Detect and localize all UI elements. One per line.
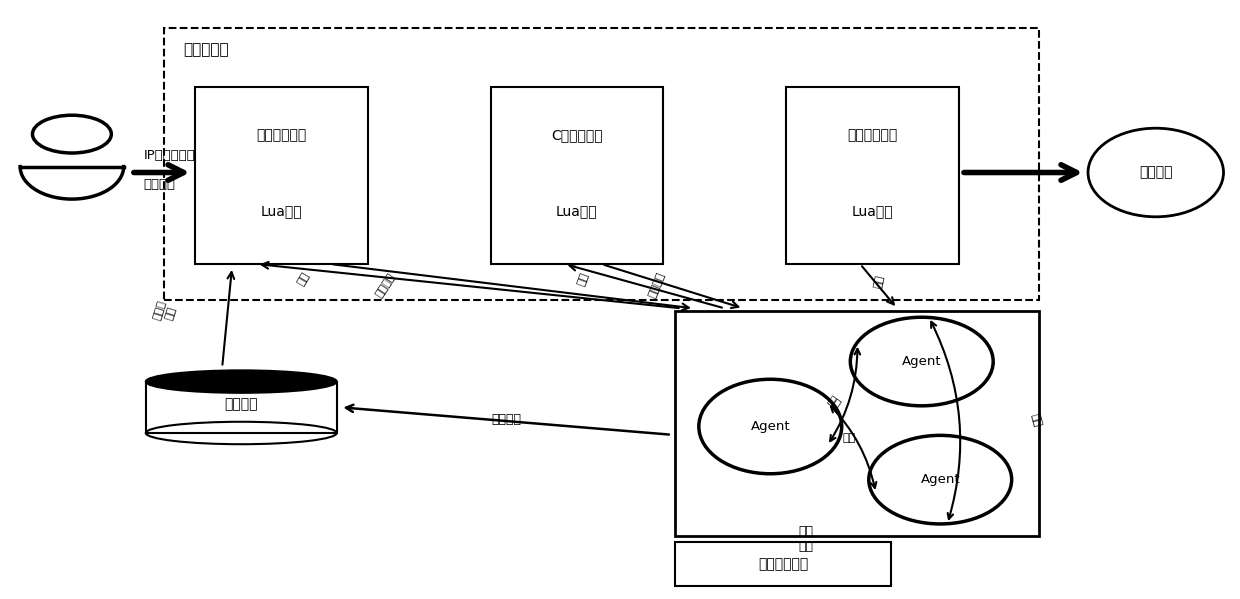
Text: 日志: 日志 <box>296 271 311 287</box>
Text: 执行规则: 执行规则 <box>374 271 397 298</box>
Text: C端服务网关: C端服务网关 <box>551 128 603 142</box>
Text: 请求参数: 请求参数 <box>144 178 175 191</box>
Text: Agent: Agent <box>920 473 960 486</box>
Text: 执行规则: 执行规则 <box>647 271 667 299</box>
FancyBboxPatch shape <box>146 382 337 433</box>
Text: Lua逻辑: Lua逻辑 <box>260 204 303 218</box>
Text: 执行行
规则: 执行行 规则 <box>151 299 179 324</box>
Text: 网关管理系统: 网关管理系统 <box>758 557 808 571</box>
FancyBboxPatch shape <box>676 541 892 586</box>
Text: 日志: 日志 <box>577 271 590 287</box>
Text: Lua逻辑: Lua逻辑 <box>852 204 893 218</box>
FancyBboxPatch shape <box>195 87 367 264</box>
FancyBboxPatch shape <box>786 87 959 264</box>
Text: 执行规则: 执行规则 <box>491 413 521 426</box>
FancyBboxPatch shape <box>491 87 663 264</box>
Text: 多服务网关: 多服务网关 <box>182 43 228 58</box>
Text: Lua逻辑: Lua逻辑 <box>556 204 598 218</box>
Ellipse shape <box>146 370 337 393</box>
FancyBboxPatch shape <box>676 311 1039 536</box>
Text: 日志: 日志 <box>873 274 885 289</box>
Text: Agent: Agent <box>901 355 941 368</box>
Text: 排队服务网关: 排队服务网关 <box>257 128 306 142</box>
Text: 计算
规则: 计算 规则 <box>799 525 813 553</box>
Text: Agent: Agent <box>750 420 790 433</box>
Text: 协作: 协作 <box>1029 413 1043 428</box>
Text: 路由转发: 路由转发 <box>1140 165 1173 180</box>
Text: 预定服务网关: 预定服务网关 <box>847 128 898 142</box>
Text: 协作: 协作 <box>842 433 856 443</box>
Text: 网关规则: 网关规则 <box>224 397 258 412</box>
Text: 协作: 协作 <box>826 395 842 411</box>
Text: IP地址与频率: IP地址与频率 <box>144 150 195 162</box>
